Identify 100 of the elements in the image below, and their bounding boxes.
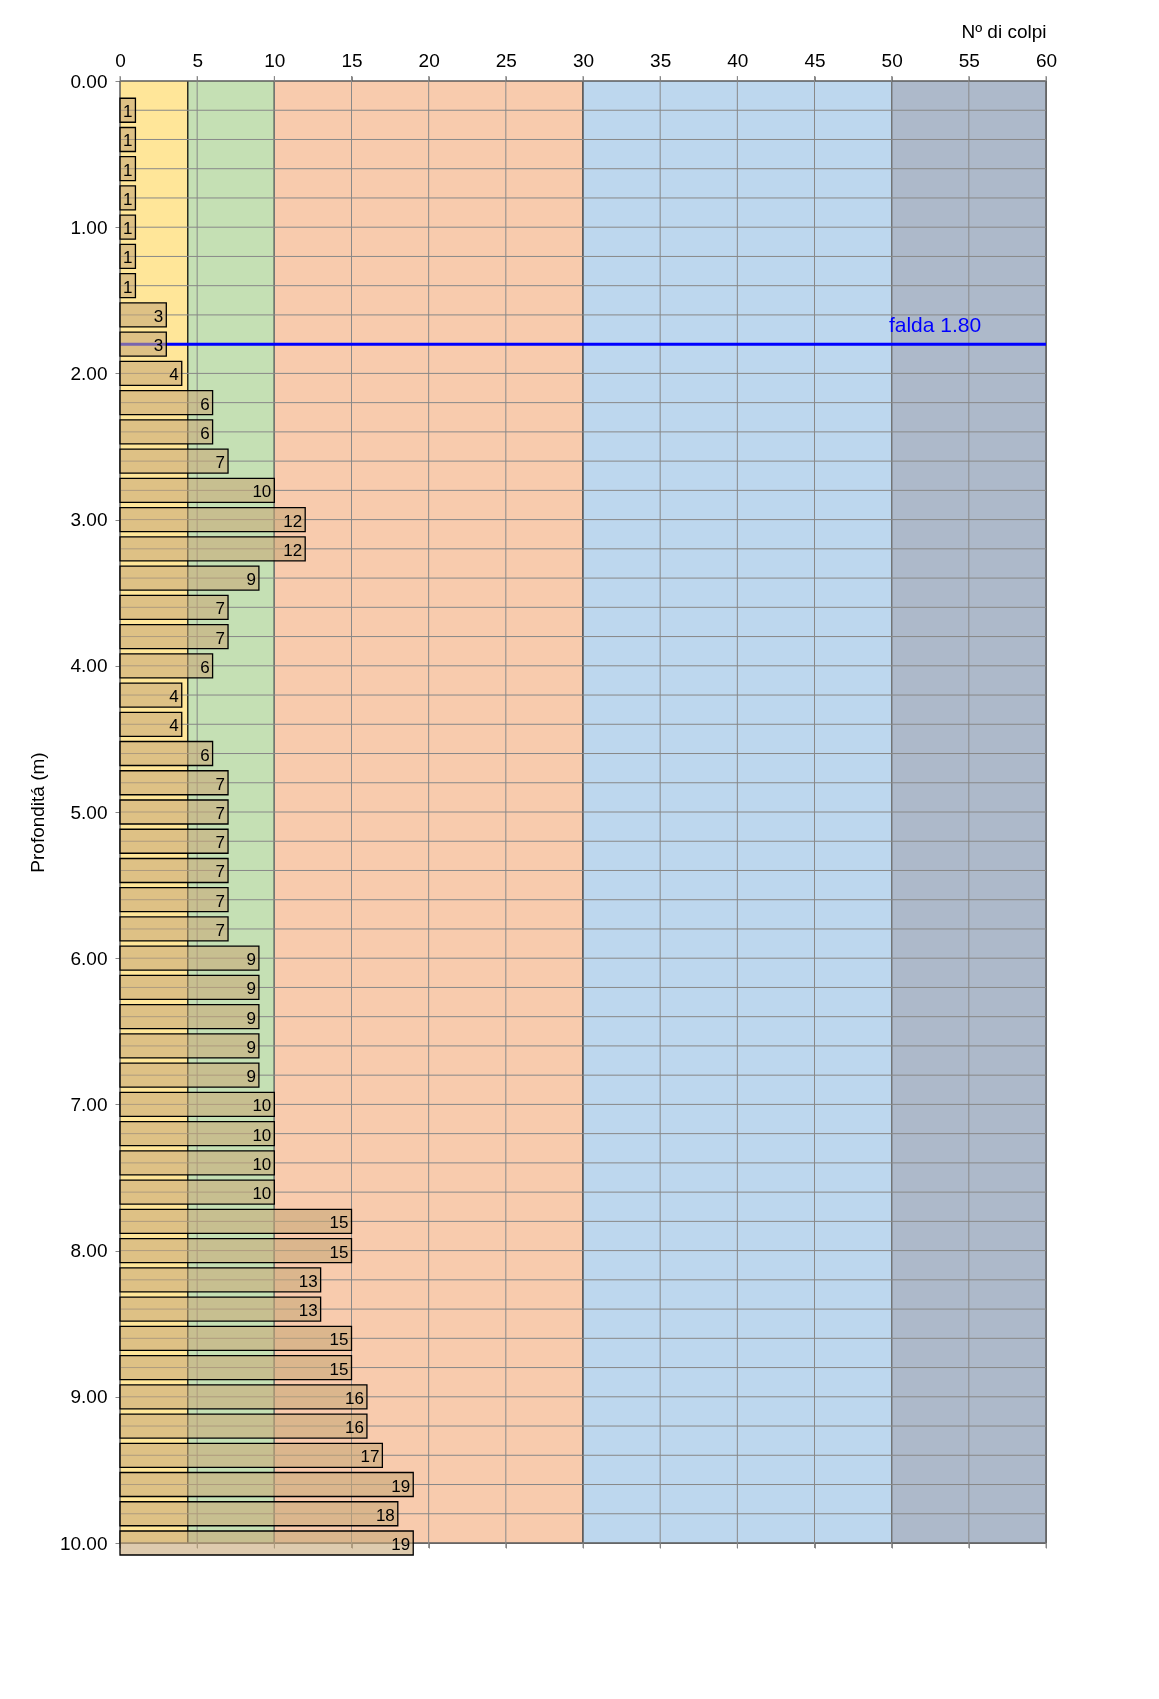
bar [119,360,183,387]
bar [119,506,306,533]
data-label: 15 [329,1359,349,1379]
bar [119,857,229,884]
x-tick-label: 30 [572,49,595,71]
x-tick-label: 5 [192,49,203,71]
bar [119,1471,414,1498]
data-label: 3 [153,336,164,356]
bar [119,887,229,913]
bar [119,302,167,328]
data-label: 7 [215,774,226,794]
bar [119,1004,260,1030]
bar [119,594,229,620]
y-tick-label: 10.00 [59,1532,108,1554]
bar [119,653,214,679]
data-label: 1 [122,189,133,209]
x-tick-label: 55 [958,49,980,71]
bar [119,126,137,153]
bar [119,799,229,825]
bar [119,1354,353,1381]
data-label: 1 [122,248,133,268]
x-tick-label: 45 [804,49,826,71]
y-tick-label: 1.00 [70,216,108,238]
x-tick-label: 15 [341,49,363,71]
x-tick-label: 25 [495,49,517,71]
data-label: 1 [122,219,133,239]
data-label: 16 [345,1418,364,1438]
data-label: 10 [252,1096,272,1116]
bar [119,1413,368,1439]
x-tick-label: 0 [115,49,126,71]
y-tick-label: 3.00 [70,509,108,531]
data-label: 15 [329,1330,349,1350]
data-label: 4 [169,365,179,385]
bar [119,1267,322,1293]
data-label: 19 [391,1535,411,1554]
data-label: 1 [122,131,133,151]
data-label: 10 [252,1154,272,1174]
data-label: 7 [215,628,226,648]
bar [119,185,137,211]
bar [119,1091,275,1118]
y-tick-label: 0.00 [70,70,108,92]
y-tick-label: 4.00 [70,655,108,677]
data-label: 6 [200,423,210,443]
bar [119,1442,384,1468]
bar [119,1062,260,1088]
bar [119,243,137,270]
y-tick-label: 6.00 [70,947,108,969]
bar [119,477,275,504]
data-label: 7 [215,804,226,823]
bar [119,1296,322,1322]
data-label: 1 [122,277,133,297]
data-label: 10 [252,482,272,502]
x-tick-label: 35 [650,49,672,71]
data-label: 9 [246,950,256,970]
y-tick-label: 7.00 [70,1093,108,1115]
data-label: 1 [122,160,133,180]
data-label: 6 [200,745,210,765]
data-label: 9 [246,1008,256,1028]
bar [119,331,167,357]
bar [119,1150,275,1176]
data-label: 7 [215,833,226,853]
data-label: 7 [215,891,226,911]
x-tick-label: 60 [1035,49,1058,71]
bar [119,1501,399,1527]
bar [119,916,229,942]
data-label: 9 [246,1067,256,1087]
bar [119,1208,353,1235]
bar [119,1120,275,1147]
bar [119,682,183,708]
y-tick-label: 5.00 [70,801,108,823]
bar [119,97,137,123]
data-label: 15 [329,1213,349,1233]
data-label: 7 [215,453,226,473]
data-label: 6 [200,657,210,677]
bar [119,565,260,591]
data-label: 7 [215,599,226,619]
data-label: 18 [375,1505,395,1525]
bar [119,1033,260,1059]
ref-line-label: falda 1.80 [888,313,982,337]
x-tick-label: 50 [881,49,903,71]
bar [119,1384,368,1410]
x-axis-title: Nº di colpi [961,20,1047,42]
bar [119,623,229,650]
data-label: 3 [153,306,164,326]
y-tick-label: 2.00 [70,362,108,384]
data-label: 9 [246,979,256,999]
data-label: 7 [215,862,226,882]
bar [119,448,229,474]
bar [119,711,183,737]
bar [119,974,260,1001]
y-tick-label: 8.00 [70,1240,108,1262]
bar [119,389,214,416]
x-tick-label: 20 [418,49,440,71]
bar [119,156,137,182]
data-label: 17 [360,1447,380,1467]
bar [119,740,214,767]
data-label: 4 [169,687,179,707]
data-label: 7 [215,920,226,940]
bar [119,1325,353,1351]
data-label: 19 [391,1476,411,1496]
